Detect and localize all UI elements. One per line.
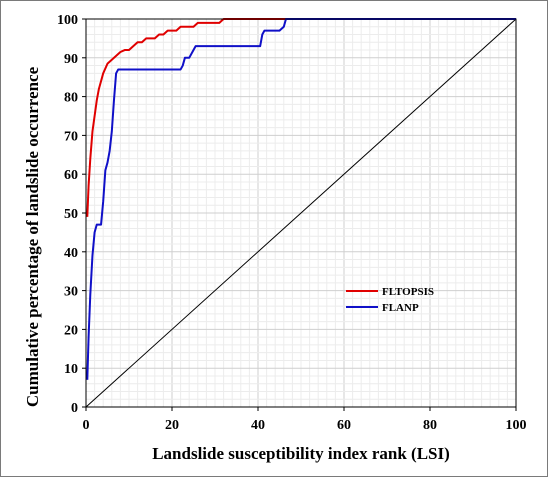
reference-diagonal-line: [85, 18, 517, 408]
gridlines: [86, 19, 516, 407]
x-tick-label: 100: [506, 418, 527, 433]
y-tick-label: 90: [64, 52, 78, 67]
y-tick-label: 10: [64, 362, 78, 377]
x-tick-label: 40: [251, 418, 265, 433]
y-axis-ticks: 0 10 20 30 40 50 60 70 80 90 100: [57, 13, 86, 416]
y-tick-label: 40: [64, 246, 78, 261]
x-tick-label: 60: [337, 418, 351, 433]
x-axis-title: Landslide susceptibility index rank (LSI…: [152, 444, 450, 463]
y-tick-label: 100: [57, 13, 78, 28]
y-tick-label: 50: [64, 207, 78, 222]
y-tick-label: 60: [64, 168, 78, 183]
y-tick-label: 70: [64, 129, 78, 144]
y-tick-label: 0: [71, 401, 78, 416]
x-tick-label: 20: [165, 418, 179, 433]
series-line-flanp: [86, 18, 516, 380]
legend: FLTOPSIS FLANP: [346, 286, 434, 314]
legend-label-flanp: FLANP: [382, 302, 419, 314]
x-tick-label: 0: [83, 418, 90, 433]
y-tick-label: 30: [64, 285, 78, 300]
y-tick-label: 80: [64, 91, 78, 106]
x-tick-label: 80: [423, 418, 437, 433]
y-tick-label: 20: [64, 323, 78, 338]
x-axis-ticks: 0 20 40 60 80 100: [83, 407, 527, 433]
legend-label-fltopsis: FLTOPSIS: [382, 286, 434, 298]
y-axis-title: Cumulative percentage of landslide occur…: [23, 66, 42, 407]
